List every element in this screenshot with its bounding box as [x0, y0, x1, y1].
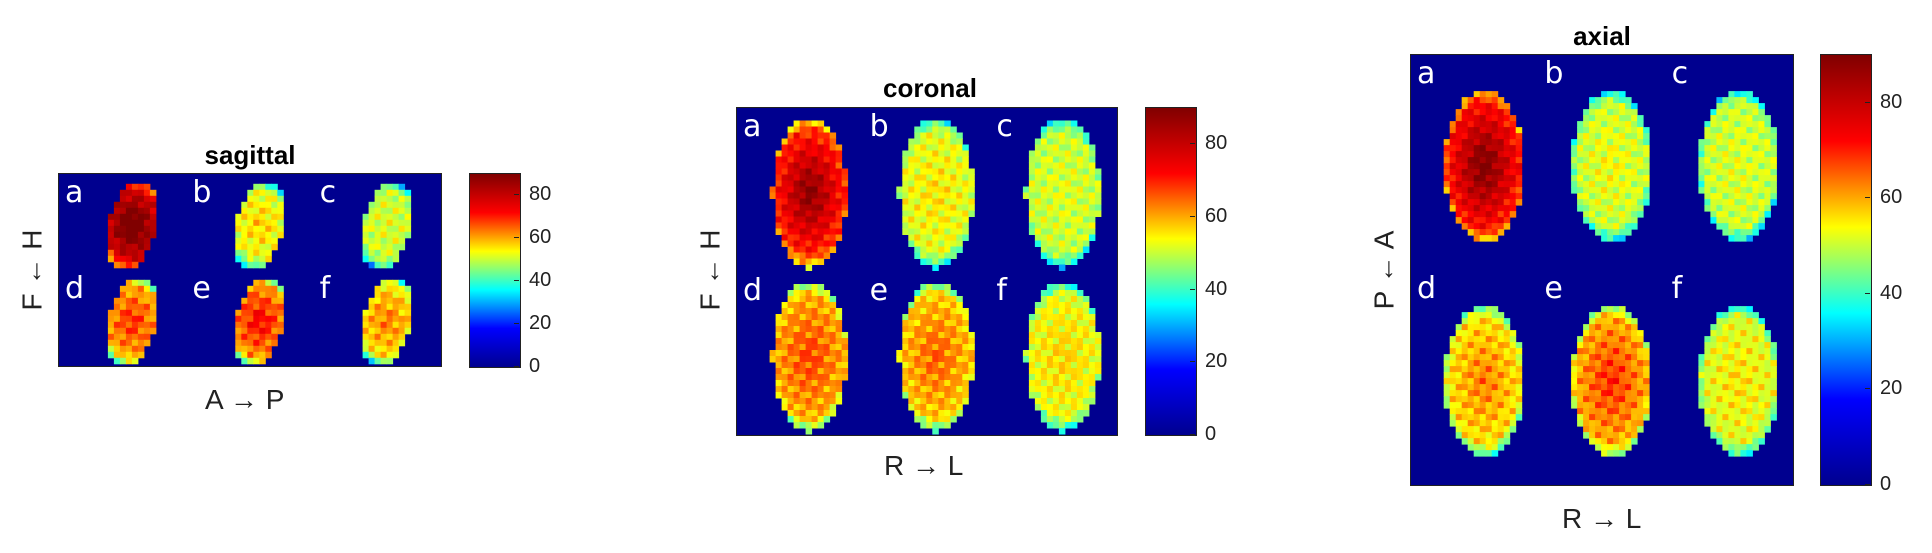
colorbar-tick-label: 0 [1880, 473, 1892, 495]
y-axis-label: P ← A [1368, 230, 1400, 310]
image-grid: a b c d e f [1410, 54, 1794, 486]
subpanel-label-b: b [1544, 56, 1564, 91]
slice-map-d [1443, 306, 1523, 457]
colorbar-tick-label: 20 [1205, 350, 1228, 373]
heatmap-svg [107, 183, 412, 365]
subpanel-label-c: c [1671, 56, 1689, 91]
x-axis-label: A → P [205, 384, 285, 415]
colorbar-tick-mark [1190, 216, 1195, 217]
colorbar-tick-mark [514, 237, 519, 239]
subpanel-label-a: a [65, 175, 84, 210]
colorbar-tick-label: 80 [529, 183, 552, 206]
colorbar-tick-label: 60 [1880, 186, 1903, 209]
subpanel-label-b: b [192, 175, 212, 210]
colorbar-tick-mark [514, 366, 519, 367]
colorbar-tick-mark [1865, 484, 1870, 485]
colorbar-tick-mark [1865, 388, 1870, 390]
colorbar [469, 173, 521, 368]
heatmap-svg [769, 120, 1102, 435]
subpanel-label-f: f [1671, 271, 1683, 306]
subpanel-label-d: d [743, 272, 763, 308]
colorbar-tick-mark [1190, 361, 1195, 363]
panel-title: axial [1573, 21, 1631, 51]
slice-map-b [235, 183, 284, 269]
subpanel-label-a: a [743, 109, 762, 144]
y-axis-label: F ← H [16, 229, 48, 311]
colorbar-tick-mark [1865, 292, 1870, 294]
colorbar-tick-label: 60 [1205, 205, 1228, 227]
subpanel-label-c: c [319, 175, 337, 210]
colorbar-tick-label: 60 [529, 226, 552, 249]
colorbar-tick-mark [514, 194, 519, 196]
colorbar-tick-label: 40 [1880, 281, 1903, 304]
colorbar-tick-label: 40 [529, 269, 552, 292]
slice-map-e [896, 284, 975, 435]
subpanel-label-d: d [65, 271, 85, 306]
colorbar-tick-mark [1190, 143, 1195, 145]
panel-title: coronal [883, 73, 977, 103]
x-axis-label: R → L [1562, 503, 1642, 534]
colorbar-tick-label: 40 [1205, 277, 1228, 300]
slice-map-b [1571, 91, 1650, 242]
slice-map-b [896, 120, 975, 271]
colorbar-tick-mark [1190, 434, 1195, 435]
y-axis-label: F ← H [694, 229, 726, 311]
colorbar-tick-label: 20 [529, 312, 552, 335]
slice-map-f [362, 279, 412, 365]
colorbar [1820, 54, 1872, 486]
slice-map-c [1698, 91, 1777, 242]
colorbar [1145, 107, 1197, 436]
slice-map-a [1443, 91, 1523, 242]
colorbar-tick-label: 20 [1880, 377, 1903, 400]
slice-map-f [1022, 284, 1102, 435]
slice-map-c [362, 183, 412, 269]
subpanel-label-e: e [869, 272, 889, 308]
slice-map-a [769, 120, 849, 271]
colorbar-tick-label: 80 [1880, 90, 1903, 113]
subpanel-label-e: e [1544, 271, 1563, 306]
colorbar-tick-mark [514, 280, 519, 282]
subpanel-label-b: b [869, 109, 889, 144]
colorbar-tick-mark [1190, 288, 1195, 290]
slice-map-e [1571, 306, 1650, 457]
slice-map-f [1698, 306, 1777, 457]
image-grid: a b c d e f [736, 107, 1118, 436]
colorbar-tick-mark [514, 323, 519, 325]
slice-map-c [1022, 120, 1102, 271]
subpanel-label-a: a [1417, 56, 1436, 91]
colorbar-tick-label: 80 [1205, 132, 1228, 155]
image-grid: a b c d e f [58, 173, 442, 367]
slice-map-d [769, 284, 849, 435]
panel-title: sagittal [204, 140, 296, 170]
subpanel-label-f: f [996, 272, 1007, 308]
slice-map-a [107, 183, 157, 269]
slice-map-d [107, 279, 157, 365]
subpanel-label-c: c [996, 109, 1013, 144]
colorbar-tick-mark [1865, 197, 1870, 199]
subpanel-label-f: f [319, 271, 331, 306]
slice-map-e [235, 279, 284, 365]
x-axis-label: R → L [884, 450, 964, 481]
colorbar-tick-mark [1865, 101, 1870, 103]
colorbar-tick-label: 0 [1205, 423, 1217, 445]
colorbar-tick-label: 0 [529, 355, 541, 377]
heatmap-svg [1443, 91, 1777, 457]
subpanel-label-e: e [192, 271, 211, 306]
subpanel-label-d: d [1417, 271, 1437, 306]
